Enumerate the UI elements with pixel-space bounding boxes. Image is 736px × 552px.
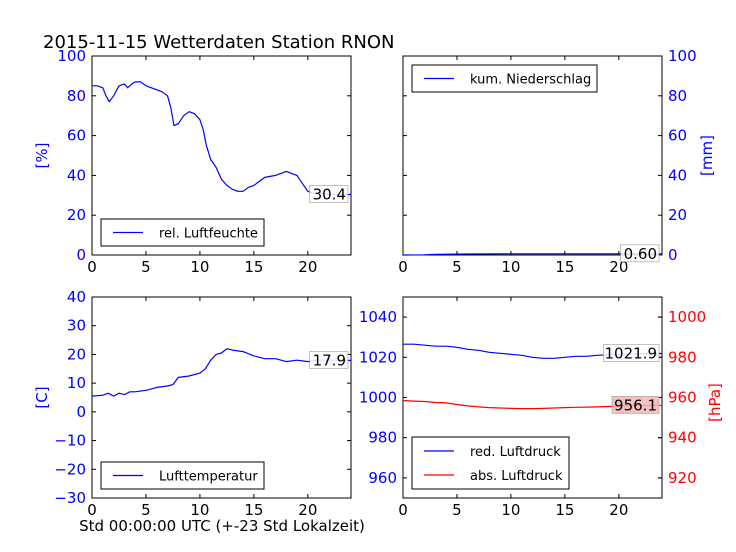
panel-top-left: 0 5 10 15 20 0 20 40 60 80 100 [%] 30.4 rel. Luftfeuc… xyxy=(33,47,352,276)
last-value-label: 1021.9 xyxy=(605,344,658,362)
y-right-axis-label: [hPa] xyxy=(706,383,724,422)
panel-bottom-left: 0 5 10 15 20 −30 −20 −10 0 10 20 30 40 [C] 17.9 Lufttem… xyxy=(33,288,352,519)
y-tick-label: 0 xyxy=(76,403,86,421)
y-tick-label: 0 xyxy=(76,246,86,264)
x-tick-label: 0 xyxy=(398,258,408,276)
panel-bottom-right: 0 5 10 15 20 960 980 1000 1020 1040 920 940 960 980 10… xyxy=(359,296,724,519)
axes-frame xyxy=(402,55,663,256)
y-tick-label: 60 xyxy=(67,127,86,145)
y-right-tick-label: 940 xyxy=(668,429,697,447)
x-tick-label: 15 xyxy=(244,258,263,276)
y-tick-label: 60 xyxy=(668,127,687,145)
legend-label: Lufttemperatur xyxy=(159,470,258,485)
y-tick-label: 40 xyxy=(67,288,86,306)
x-tick-label: 15 xyxy=(555,258,574,276)
legend: Lufttemperatur xyxy=(100,461,265,490)
x-tick-label: 10 xyxy=(190,258,209,276)
y-tick-label: 100 xyxy=(668,47,697,65)
y-tick-label: 40 xyxy=(67,166,86,184)
series-line-kum-niederschlag xyxy=(402,253,662,256)
last-value-label: 0.60 xyxy=(624,245,657,263)
legend-label: rel. Luftfeuchte xyxy=(159,227,258,242)
x-tick-label: 10 xyxy=(501,501,520,519)
x-tick-label: 5 xyxy=(452,501,462,519)
legend-label: kum. Niederschlag xyxy=(470,73,591,88)
legend-label: abs. Luftdruck xyxy=(470,469,563,484)
x-tick-label: 15 xyxy=(244,501,263,519)
x-tick-label: 10 xyxy=(501,258,520,276)
legend-box xyxy=(411,436,570,490)
y-tick-label: −10 xyxy=(54,432,86,450)
y-tick-label: 20 xyxy=(67,206,86,224)
y-tick-label: 20 xyxy=(668,206,687,224)
y-axis-label: [C] xyxy=(33,386,51,408)
x-tick-label: 5 xyxy=(141,258,151,276)
last-value-label-box xyxy=(309,185,349,203)
legend-label: red. Luftdruck xyxy=(470,445,561,460)
y-tick-label: 1040 xyxy=(359,308,397,326)
y-tick-label: −20 xyxy=(54,460,86,478)
series-line-rel-luftfeuchte xyxy=(92,81,351,196)
y-right-tick-label: 1000 xyxy=(668,308,706,326)
y-tick-label: −30 xyxy=(54,489,86,507)
y-tick-label: 980 xyxy=(368,429,397,447)
x-tick-label: 0 xyxy=(398,501,408,519)
x-tick-label: 20 xyxy=(609,501,628,519)
x-tick-label: 5 xyxy=(452,258,462,276)
y-axis-label: [mm] xyxy=(698,135,716,176)
y-tick-label: 30 xyxy=(67,317,86,335)
x-tick-label: 20 xyxy=(298,501,317,519)
last-value-label: 17.9 xyxy=(313,351,346,369)
legend: red. Luftdruck abs. Luftdruck xyxy=(411,436,570,490)
y-tick-label: 80 xyxy=(67,87,86,105)
x-tick-label: 20 xyxy=(298,258,317,276)
y-tick-label: 960 xyxy=(368,469,397,487)
last-value-label-box xyxy=(309,351,349,369)
x-tick-label: 10 xyxy=(190,501,209,519)
y-tick-label: 40 xyxy=(668,166,687,184)
x-tick-label: 0 xyxy=(87,501,97,519)
y-tick-label: 100 xyxy=(57,47,86,65)
x-tick-label: 0 xyxy=(87,258,97,276)
series-line-lufttemperatur xyxy=(91,348,352,397)
x-tick-label: 15 xyxy=(555,501,574,519)
last-value-label-box xyxy=(603,344,660,362)
x-tick-label: 5 xyxy=(141,501,151,519)
last-value-label-box xyxy=(620,244,660,263)
y-right-tick-label: 980 xyxy=(668,348,697,366)
y-right-tick-label: 960 xyxy=(668,389,697,407)
legend: kum. Niederschlag xyxy=(411,64,598,93)
legend: rel. Luftfeuchte xyxy=(100,218,265,247)
axes-frame xyxy=(91,296,352,499)
figure-title: 2015-11-15 Wetterdaten Station RNON xyxy=(43,32,394,53)
y-axis-label: [%] xyxy=(33,143,51,169)
last-value-label: 956.1 xyxy=(614,396,657,414)
x-tick-label: 20 xyxy=(609,258,628,276)
axes-frame xyxy=(91,55,352,256)
last-value-label-box xyxy=(611,395,660,414)
y-tick-label: 0 xyxy=(668,246,678,264)
y-tick-label: 20 xyxy=(67,345,86,363)
y-right-tick-label: 920 xyxy=(668,469,697,487)
y-tick-label: 1020 xyxy=(359,348,397,366)
y-tick-label: 1000 xyxy=(359,389,397,407)
y-tick-label: 10 xyxy=(67,374,86,392)
panel-top-right: 0 5 10 15 20 0 20 40 60 80 100 [mm] 0.60 kum. Nieders… xyxy=(398,47,716,276)
x-axis-label: Std 00:00:00 UTC (+-23 Std Lokalzeit) xyxy=(79,517,365,535)
last-value-label: 30.4 xyxy=(313,186,346,204)
y-tick-label: 80 xyxy=(668,87,687,105)
